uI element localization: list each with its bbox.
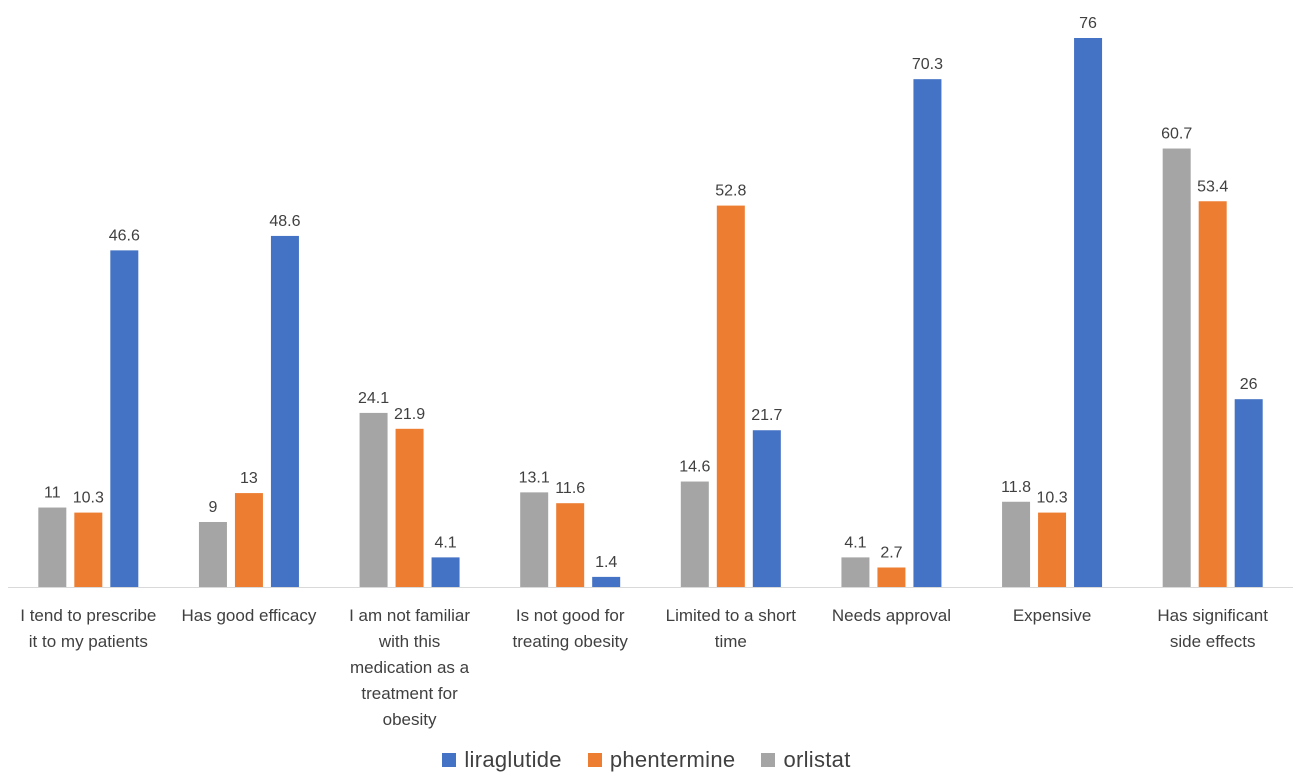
bar-phentermine-3 (395, 428, 424, 587)
category-label-5-line-1: Limited to a short (666, 606, 797, 625)
data-label-orlistat-5: 14.6 (679, 459, 710, 476)
bar-orlistat-8 (1162, 148, 1191, 587)
data-label-liraglutide-8: 26 (1240, 376, 1258, 393)
category-label-3-line-3: medication as a (350, 658, 470, 677)
data-label-liraglutide-6: 70.3 (912, 56, 943, 73)
category-label-3-line-1: I am not familiar (349, 606, 470, 625)
data-label-liraglutide-7: 76 (1079, 15, 1097, 32)
bar-phentermine-6 (877, 567, 906, 587)
bar-orlistat-5 (680, 481, 709, 587)
legend-item-orlistat: orlistat (761, 747, 850, 773)
category-label-8-line-1: Has significant (1157, 606, 1268, 625)
category-label-3-line-5: obesity (383, 710, 437, 729)
bar-liraglutide-1 (110, 250, 139, 587)
data-label-orlistat-8: 60.7 (1161, 126, 1192, 143)
legend: liraglutide phentermine orlistat (0, 746, 1293, 774)
bar-liraglutide-6 (913, 79, 942, 588)
bar-liraglutide-2 (270, 235, 299, 587)
category-label-8-line-2: side effects (1170, 632, 1256, 651)
bar-liraglutide-4 (592, 576, 621, 587)
legend-swatch-phentermine (587, 753, 602, 767)
data-label-phentermine-7: 10.3 (1036, 490, 1067, 507)
bar-orlistat-6 (841, 557, 870, 587)
legend-swatch-liraglutide (442, 753, 457, 767)
bar-liraglutide-3 (431, 557, 460, 587)
data-label-phentermine-2: 13 (240, 470, 258, 487)
bar-liraglutide-5 (752, 430, 781, 587)
bar-liraglutide-8 (1234, 399, 1263, 587)
data-label-phentermine-1: 10.3 (73, 490, 104, 507)
category-label-1-line-2: it to my patients (29, 632, 148, 651)
bar-phentermine-8 (1198, 201, 1227, 588)
legend-item-phentermine: phentermine (587, 747, 736, 773)
data-label-orlistat-4: 13.1 (519, 469, 550, 486)
category-label-2-line-1: Has good efficacy (182, 606, 317, 625)
legend-label-phentermine: phentermine (609, 747, 736, 772)
legend-label-liraglutide: liraglutide (464, 747, 562, 772)
data-label-orlistat-3: 24.1 (358, 390, 389, 407)
data-label-phentermine-6: 2.7 (880, 544, 902, 561)
bar-orlistat-3 (359, 412, 388, 587)
category-label-7-line-1: Expensive (1013, 606, 1091, 625)
bar-phentermine-1 (74, 512, 103, 587)
bar-orlistat-4 (520, 492, 549, 587)
bar-orlistat-7 (1002, 501, 1031, 587)
legend-swatch-orlistat (761, 753, 776, 767)
bar-phentermine-5 (716, 205, 745, 587)
data-label-orlistat-1: 11 (44, 485, 61, 502)
category-label-5-line-2: time (715, 632, 747, 651)
data-label-phentermine-5: 52.8 (715, 183, 746, 200)
data-label-liraglutide-5: 21.7 (751, 407, 782, 424)
data-label-liraglutide-3: 4.1 (434, 534, 456, 551)
chart-svg: 11 10.3 46.6 I tend to prescribe it to my pa… (8, 15, 1293, 729)
category-label-4-line-2: treating obesity (513, 632, 629, 651)
category-label-3-line-4: treatment for (361, 684, 458, 703)
bar-phentermine-4 (556, 503, 585, 587)
legend-item-liraglutide: liraglutide (442, 747, 562, 773)
bar-liraglutide-7 (1074, 38, 1103, 587)
bar-phentermine-2 (234, 493, 263, 587)
bar-orlistat-2 (198, 521, 227, 587)
legend-label-orlistat: orlistat (783, 747, 851, 772)
bar-phentermine-7 (1038, 512, 1067, 587)
category-label-4-line-1: Is not good for (516, 606, 625, 625)
data-label-phentermine-8: 53.4 (1197, 178, 1228, 195)
category-label-1-line-1: I tend to prescribe (20, 606, 156, 625)
data-label-liraglutide-2: 48.6 (269, 213, 300, 230)
data-label-phentermine-4: 11.6 (555, 480, 585, 497)
data-label-liraglutide-4: 1.4 (595, 554, 617, 571)
data-label-orlistat-2: 9 (208, 499, 217, 516)
category-label-6-line-1: Needs approval (832, 606, 951, 625)
bar-orlistat-1 (38, 507, 67, 587)
data-label-orlistat-7: 11.8 (1001, 479, 1031, 496)
category-label-3-line-2: with this (378, 632, 440, 651)
data-label-orlistat-6: 4.1 (844, 534, 866, 551)
data-label-phentermine-3: 21.9 (394, 406, 425, 423)
data-label-liraglutide-1: 46.6 (109, 227, 140, 244)
